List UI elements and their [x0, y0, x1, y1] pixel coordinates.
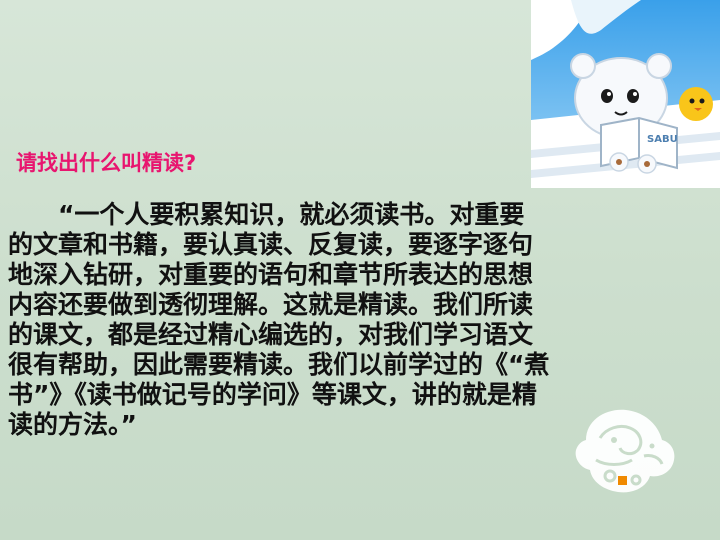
paragraph-line: 书”》《读书做记号的学问》等课文，讲的就是精 [8, 380, 537, 409]
paragraph: “一个人要积累知识，就必须读书。对重要 的文章和书籍，要认真读、反复读，要逐字逐… [8, 200, 620, 440]
paragraph-line: 内容还要做到透彻理解。这就是精读。我们所读 [8, 290, 534, 319]
paragraph-line: 地深入钻研，对重要的语句和章节所表达的思想 [8, 260, 534, 289]
cartoon-character-reading-icon: SABU [531, 0, 720, 188]
svg-text:SABU: SABU [647, 134, 678, 145]
paragraph-line: 的文章和书籍，要认真读、反复读，要逐字逐句 [8, 230, 534, 259]
paragraph-line: 读的方法。” [8, 410, 137, 439]
paragraph-line: “一个人要积累知识，就必须读书。对重要 [8, 200, 525, 229]
chinese-seal-dragon-icon [566, 400, 686, 500]
paragraph-line: 的课文，都是经过精心编选的，对我们学习语文 [8, 320, 534, 349]
question-heading: 请找出什么叫精读? [16, 151, 197, 175]
paragraph-line: 很有帮助，因此需要精读。我们以前学过的《“煮 [8, 350, 550, 379]
accent-square [618, 476, 627, 485]
